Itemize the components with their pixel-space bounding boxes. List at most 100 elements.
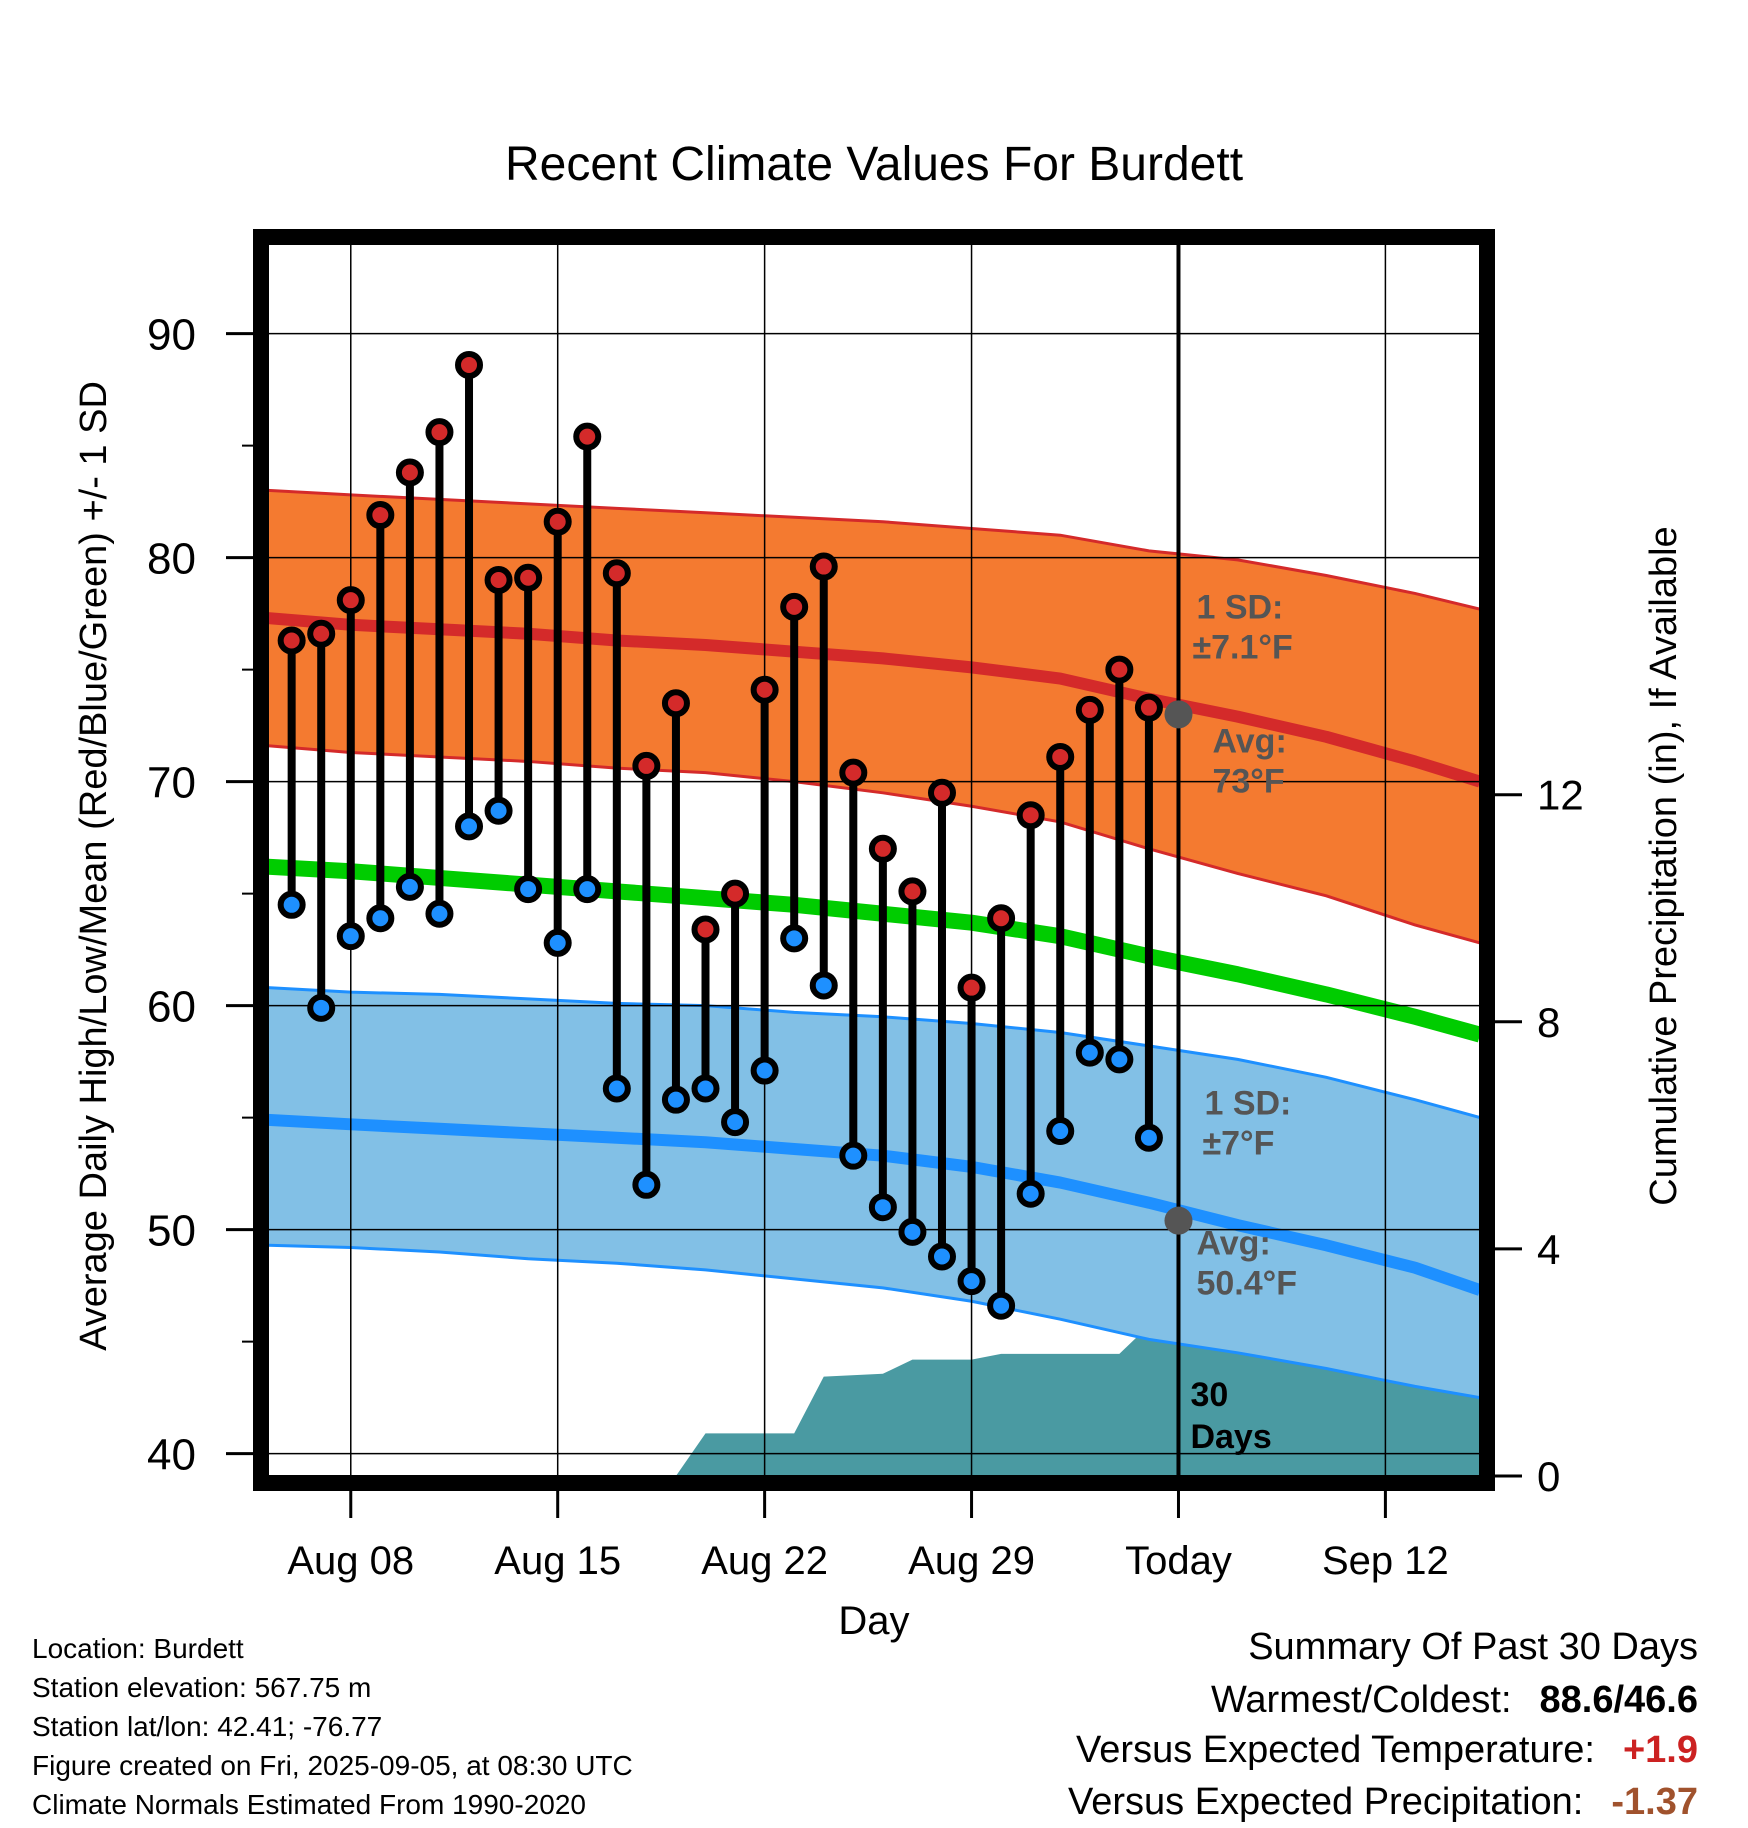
daily-high-point	[484, 566, 513, 594]
y2-axis-title: Cumulative Precipitation (in), If Availa…	[1643, 526, 1685, 1205]
daily-low-point	[987, 1291, 1016, 1320]
period-label-number: 30	[1190, 1376, 1228, 1414]
daily-high-point	[573, 422, 602, 451]
y-tick-label: 50	[147, 1207, 196, 1256]
daily-low-point	[366, 904, 395, 933]
low-sd-value: ±7°F	[1202, 1125, 1274, 1163]
today-low-avg-marker	[1164, 1206, 1193, 1235]
summary-precip-label: Versus Expected Precipitation:	[1067, 1781, 1584, 1823]
daily-high-point	[632, 751, 661, 780]
daily-high-point	[514, 563, 543, 592]
daily-low-point	[1134, 1123, 1163, 1152]
daily-low-point	[1046, 1117, 1075, 1146]
daily-high-point	[1016, 801, 1045, 830]
daily-high-point	[1075, 695, 1104, 724]
y-tick-label: 60	[147, 983, 196, 1032]
daily-high-point	[957, 973, 986, 1002]
today-high-avg-marker	[1164, 700, 1193, 729]
daily-low-point	[957, 1267, 986, 1296]
daily-low-point	[395, 872, 424, 901]
daily-low-point	[691, 1074, 720, 1103]
daily-high-point	[395, 458, 424, 487]
daily-low-point	[277, 890, 306, 919]
y-tick-label: 40	[147, 1431, 196, 1480]
daily-low-point	[809, 971, 838, 1000]
daily-high-point	[898, 877, 927, 906]
summary-warm-cold-value: 88.6/46.6	[1539, 1679, 1698, 1721]
daily-low-point	[425, 899, 454, 928]
y-axis-title: Average Daily High/Low/Mean (Red/Blue/Gr…	[73, 381, 115, 1351]
x-axis-title: Day	[838, 1599, 909, 1643]
info-normals: Climate Normals Estimated From 1990-2020	[32, 1789, 586, 1820]
info-location: Location: Burdett	[32, 1633, 244, 1664]
daily-high-point	[336, 586, 365, 615]
daily-high-point	[602, 559, 631, 588]
y2-tick-label: 0	[1537, 1453, 1560, 1500]
y2-tick-label: 4	[1537, 1226, 1560, 1273]
daily-high-point	[661, 689, 690, 718]
low-avg-label: Avg:	[1196, 1225, 1270, 1263]
daily-low-point	[1075, 1038, 1104, 1067]
daily-low-point	[307, 993, 336, 1022]
info-latlon: Station lat/lon: 42.41; -76.77	[32, 1711, 383, 1742]
summary-temp-value: +1.9	[1622, 1729, 1698, 1771]
daily-high-point	[425, 418, 454, 447]
y-tick-label: 90	[147, 311, 196, 360]
info-elevation: Station elevation: 567.75 m	[32, 1672, 372, 1703]
x-tick-label: Aug 08	[287, 1539, 414, 1583]
daily-low-point	[927, 1242, 956, 1271]
daily-high-point	[1105, 655, 1134, 684]
daily-high-point	[1046, 742, 1075, 771]
precip-area	[675, 1325, 1480, 1476]
daily-low-point	[1016, 1179, 1045, 1208]
daily-high-point	[721, 879, 750, 908]
chart-title: Recent Climate Values For Burdett	[505, 138, 1243, 191]
low-avg-value: 50.4°F	[1196, 1265, 1297, 1303]
daily-high-point	[691, 915, 720, 944]
daily-high-point	[750, 675, 779, 704]
daily-low-point	[750, 1056, 779, 1085]
summary-precip-value: -1.37	[1611, 1781, 1698, 1823]
y-tick-label: 80	[147, 535, 196, 584]
daily-high-point	[307, 619, 336, 648]
info-created: Figure created on Fri, 2025-09-05, at 08…	[32, 1750, 633, 1781]
y2-tick-label: 12	[1537, 772, 1584, 819]
high-sd-value: ±7.1°F	[1192, 628, 1292, 666]
daily-low-point	[898, 1217, 927, 1246]
daily-low-point	[514, 875, 543, 904]
daily-low-point	[543, 928, 572, 957]
daily-low-point	[484, 796, 513, 825]
x-tick-label: Sep 12	[1322, 1539, 1449, 1583]
daily-low-point	[780, 924, 809, 953]
plot-frame	[253, 229, 1495, 1491]
daily-low-point	[1105, 1045, 1134, 1074]
daily-low-point	[661, 1085, 690, 1114]
daily-high-point	[455, 350, 484, 379]
daily-low-point	[455, 812, 484, 841]
daily-low-point	[868, 1193, 897, 1222]
summary-warm-cold: Warmest/Coldest: 88.6/46.6	[1211, 1681, 1698, 1719]
daily-low-point	[336, 922, 365, 951]
daily-low-point	[721, 1108, 750, 1137]
x-tick-label: Aug 29	[908, 1539, 1035, 1583]
y2-tick-label: 8	[1537, 999, 1560, 1046]
summary-temp-label: Versus Expected Temperature:	[1076, 1729, 1595, 1771]
x-tick-label: Aug 22	[701, 1539, 828, 1583]
daily-high-point	[780, 592, 809, 621]
x-tick-label: Aug 15	[494, 1539, 621, 1583]
period-label-word: Days	[1190, 1418, 1271, 1456]
daily-high-point	[839, 758, 868, 787]
x-tick-label: Today	[1125, 1539, 1232, 1583]
high-avg-value: 73°F	[1212, 762, 1284, 800]
daily-high-point	[366, 501, 395, 530]
summary-temp: Versus Expected Temperature: +1.9	[1076, 1731, 1698, 1769]
low-sd-label: 1 SD:	[1204, 1085, 1291, 1123]
daily-high-point	[868, 834, 897, 863]
high-avg-label: Avg:	[1212, 722, 1286, 760]
daily-low-point	[602, 1074, 631, 1103]
daily-low-point	[573, 875, 602, 904]
daily-high-point	[987, 904, 1016, 933]
y-tick-label: 70	[147, 759, 196, 808]
daily-high-point	[809, 552, 838, 581]
